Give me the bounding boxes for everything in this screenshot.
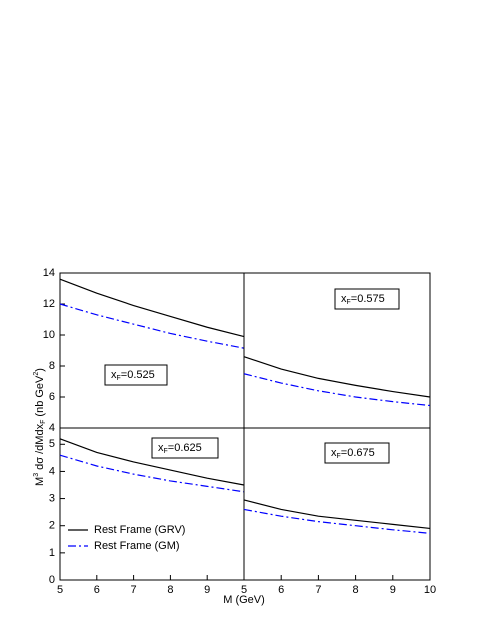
annotation-part: =0.625: [168, 442, 202, 454]
y-tick-label: 4: [49, 465, 55, 477]
annotation-box: [151, 437, 219, 459]
annotation-part: F: [337, 453, 341, 460]
annotation-box: [334, 288, 400, 310]
y-tick-label: 5: [49, 438, 55, 450]
x-tick-label: 8: [167, 584, 173, 596]
annotation-part: x: [158, 442, 164, 454]
annotation-part: x: [341, 293, 347, 305]
x-tick-label: 8: [353, 584, 359, 596]
x-tick-label: 6: [278, 584, 284, 596]
series-line: [59, 278, 245, 338]
annotation-part: =0.575: [351, 293, 385, 305]
x-tick-label: 7: [131, 584, 137, 596]
y-label-part: M: [34, 477, 46, 486]
x-axis-label: M (GeV): [223, 594, 265, 606]
y-axis-label: M3 dσ /dMdxF (nb GeV2): [33, 368, 47, 486]
y-label-part: ): [34, 368, 46, 372]
series-line: [243, 356, 431, 398]
y-tick-label: 2: [49, 520, 55, 532]
y-tick-label: 1: [49, 547, 55, 559]
x-tick-label: 5: [57, 584, 63, 596]
annotation-part: F: [117, 375, 121, 382]
annotation-box: [104, 364, 168, 386]
y-tick-label: 12: [43, 298, 55, 310]
annotation: xF=0.675: [331, 447, 375, 460]
legend-label: Rest Frame (GRV): [94, 524, 185, 536]
annotation-part: x: [331, 447, 337, 459]
y-tick-label: 6: [49, 391, 55, 403]
annotation-part: =0.525: [121, 369, 155, 381]
annotation-part: F: [347, 299, 351, 306]
x-tick-label: 7: [315, 584, 321, 596]
x-tick-label: 9: [390, 584, 396, 596]
y-tick-label: 3: [49, 492, 55, 504]
series-line: [59, 454, 245, 493]
x-tick-label: 6: [94, 584, 100, 596]
series-line: [243, 508, 431, 534]
annotation: xF=0.525: [111, 369, 155, 382]
annotation-part: F: [164, 448, 168, 455]
y-tick-label: 14: [43, 267, 55, 279]
annotation-box: [324, 442, 390, 464]
y-label-part: 2: [33, 372, 40, 376]
y-label-part: dσ /dMdx: [34, 423, 46, 472]
panel-frame: [59, 272, 245, 429]
y-tick-label: 0: [49, 574, 55, 586]
y-tick-label: 10: [43, 329, 55, 341]
annotation: xF=0.575: [341, 293, 385, 306]
annotation-part: =0.675: [341, 447, 375, 459]
y-label-part: 3: [33, 473, 40, 477]
y-label-part: (nb GeV: [34, 375, 46, 420]
y-tick-label: 4: [49, 422, 55, 434]
y-tick-label: 8: [49, 360, 55, 372]
annotation: xF=0.625: [158, 442, 202, 455]
annotation-part: x: [111, 369, 117, 381]
panel-frame: [243, 427, 431, 581]
series-line: [59, 438, 245, 486]
x-tick-label: 5: [241, 584, 247, 596]
x-tick-label: 9: [204, 584, 210, 596]
y-label-part: F: [40, 420, 47, 424]
series-line: [243, 499, 431, 530]
series-line: [243, 373, 431, 407]
legend-label: Rest Frame (GM): [94, 540, 180, 552]
x-tick-label: 10: [424, 584, 436, 596]
